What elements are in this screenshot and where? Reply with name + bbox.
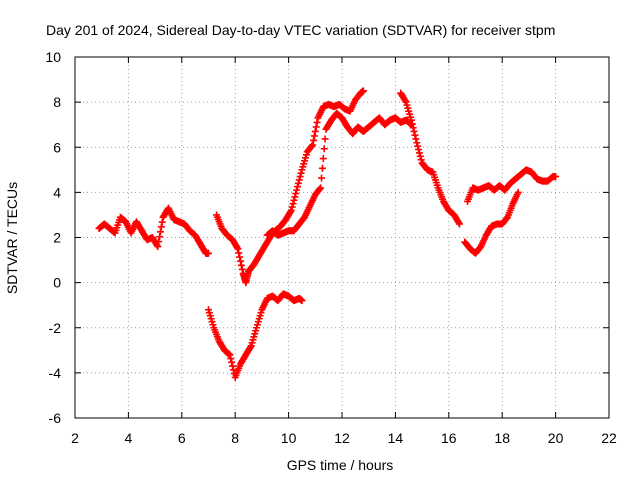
x-tick-label: 2: [71, 430, 79, 446]
y-tick-label: 0: [53, 275, 61, 291]
y-tick-label: 2: [53, 230, 61, 246]
data-point: [455, 218, 463, 226]
axis-ticks: [74, 56, 610, 419]
data-point: [415, 149, 423, 157]
data-point: [226, 351, 234, 359]
y-tick-label: -4: [49, 365, 62, 381]
data-point: [401, 97, 409, 105]
data-point: [316, 185, 324, 193]
data-points: [95, 87, 560, 381]
data-point: [411, 131, 419, 139]
data-point: [321, 135, 329, 143]
data-point: [455, 220, 463, 228]
x-tick-label: 10: [281, 430, 297, 446]
data-point: [308, 142, 316, 150]
data-point: [514, 188, 522, 196]
data-point: [235, 249, 243, 257]
data-point: [409, 124, 417, 132]
x-tick-label: 6: [178, 430, 186, 446]
data-point: [417, 156, 425, 164]
data-point: [229, 362, 237, 370]
data-point: [237, 261, 245, 269]
data-point: [318, 174, 326, 182]
data-point: [291, 193, 299, 201]
data-point: [413, 139, 421, 147]
data-point: [317, 184, 325, 192]
data-point: [154, 243, 162, 251]
data-point: [158, 218, 166, 226]
data-point: [236, 253, 244, 261]
data-point: [233, 243, 241, 251]
data-point: [359, 87, 367, 95]
data-point: [412, 135, 420, 143]
data-point: [289, 200, 297, 208]
data-point: [320, 145, 328, 153]
data-point: [286, 208, 294, 216]
data-point: [414, 142, 422, 150]
x-tick-label: 18: [494, 430, 510, 446]
data-point: [408, 120, 416, 128]
data-point: [410, 127, 418, 135]
data-point: [312, 123, 320, 131]
data-point: [310, 132, 318, 140]
y-tick-label: 6: [53, 139, 61, 155]
y-tick-labels: -6 -4 -2 0 2 4 6 8 10: [45, 49, 61, 426]
data-point: [311, 127, 319, 135]
data-point: [295, 176, 303, 184]
x-tick-label: 8: [231, 430, 239, 446]
data-point: [309, 141, 317, 149]
x-tick-label: 20: [548, 430, 564, 446]
data-point: [313, 118, 321, 126]
data-point: [296, 173, 304, 181]
series-seg-b: [205, 290, 306, 381]
data-point: [227, 355, 235, 363]
data-point: [246, 343, 254, 351]
series-seg-a: [95, 204, 212, 257]
series-seg-f: [461, 188, 522, 257]
data-point: [318, 164, 326, 172]
x-tick-label: 16: [441, 430, 457, 446]
x-axis-label: GPS time / hours: [287, 457, 394, 473]
data-point: [156, 233, 164, 241]
data-point: [234, 245, 242, 253]
x-tick-labels: 2 4 6 8 10 12 14 16 18 20 22: [71, 430, 617, 446]
data-point: [319, 155, 327, 163]
x-tick-label: 14: [388, 430, 404, 446]
x-tick-label: 22: [601, 430, 617, 446]
y-tick-label: -2: [49, 320, 62, 336]
data-point: [293, 186, 301, 194]
y-axis-label: SDTVAR / TECUs: [4, 182, 20, 294]
y-tick-label: 10: [45, 49, 61, 65]
y-tick-label: 8: [53, 94, 61, 110]
y-tick-label: -6: [49, 410, 62, 426]
data-point: [292, 190, 300, 198]
data-point: [294, 183, 301, 191]
data-point: [294, 179, 302, 187]
data-point: [287, 206, 295, 214]
data-point: [288, 203, 296, 211]
data-point: [416, 152, 424, 160]
data-point: [552, 173, 560, 181]
data-point: [156, 228, 164, 236]
series-seg-e: [397, 89, 463, 228]
data-point: [415, 146, 423, 154]
series-seg-g: [463, 166, 560, 205]
data-point: [297, 169, 305, 177]
x-tick-label: 12: [334, 430, 350, 446]
x-tick-label: 4: [125, 430, 133, 446]
chart-title: Day 201 of 2024, Sidereal Day-to-day VTE…: [46, 22, 555, 38]
y-tick-label: 4: [53, 184, 61, 200]
data-point: [237, 257, 245, 265]
data-point: [407, 116, 415, 124]
data-point: [298, 297, 306, 305]
data-point: [205, 249, 212, 257]
data-point: [310, 136, 318, 144]
data-point: [157, 223, 165, 231]
data-point: [290, 196, 298, 204]
data-point: [155, 238, 163, 246]
data-point: [228, 358, 236, 366]
data-point: [238, 265, 246, 273]
